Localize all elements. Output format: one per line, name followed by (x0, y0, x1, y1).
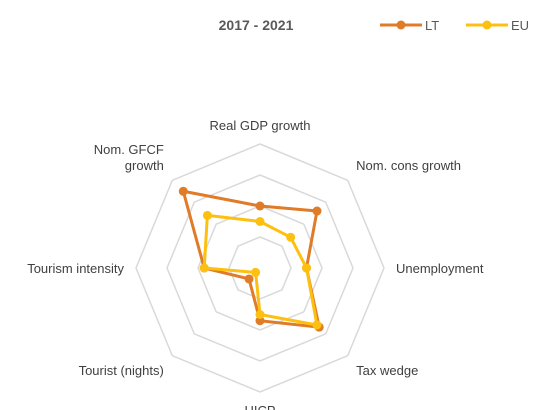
axis-label-line: Tourism intensity (27, 261, 124, 276)
axis-label: Tourism intensity (27, 261, 124, 276)
data-point (302, 263, 311, 273)
axis-label: Tourist (nights) (79, 363, 164, 378)
legend-swatch-marker (396, 20, 406, 30)
axis-label-line: Nom. GFCF (94, 142, 164, 157)
grid-ring-1 (228, 236, 292, 300)
axis-label: HICP (244, 403, 275, 410)
data-point (199, 263, 209, 273)
axis-label-line: Unemployment (396, 261, 484, 276)
axis-label: Tax wedge (356, 363, 418, 378)
axis-label-line: Real GDP growth (210, 118, 311, 133)
legend: LT EU (380, 18, 529, 33)
data-point (255, 310, 265, 319)
data-point (312, 320, 322, 330)
axis-label: Real GDP growth (210, 118, 311, 133)
axis-label: Nom. GFCF growth (94, 142, 164, 173)
series-line (202, 213, 319, 327)
data-point (255, 217, 265, 226)
grid-ring-2 (197, 205, 323, 331)
data-point (255, 316, 265, 326)
grid-ring-3 (166, 174, 354, 362)
data-point (244, 274, 254, 284)
data-point (255, 201, 265, 211)
legend-item-lt: LT (380, 18, 439, 33)
axis-label-line: Tax wedge (356, 363, 418, 378)
axis-label-line: Nom. cons growth (356, 158, 461, 173)
series-eu (199, 210, 322, 330)
data-point (251, 267, 261, 277)
series-layer (178, 186, 324, 332)
axis-label: Unemployment (396, 261, 484, 276)
axis-label-line: growth (125, 158, 164, 173)
chart-title: 2017 - 2021 (219, 17, 294, 33)
legend-swatch-marker (482, 20, 492, 30)
grid-ring-4 (135, 143, 385, 393)
radar-grid (135, 143, 385, 393)
legend-label: LT (425, 18, 439, 33)
axis-label-line: HICP (244, 403, 275, 410)
legend-item-eu: EU (466, 18, 529, 33)
legend-label: EU (511, 18, 529, 33)
data-point (312, 206, 322, 216)
data-point (202, 210, 212, 220)
data-point (286, 232, 296, 242)
axis-label-line: Tourist (nights) (79, 363, 164, 378)
axis-label: Nom. cons growth (356, 158, 461, 173)
axis-labels: Real GDP growth Nom. cons growth Unemploym… (27, 118, 484, 410)
data-point (178, 186, 188, 196)
